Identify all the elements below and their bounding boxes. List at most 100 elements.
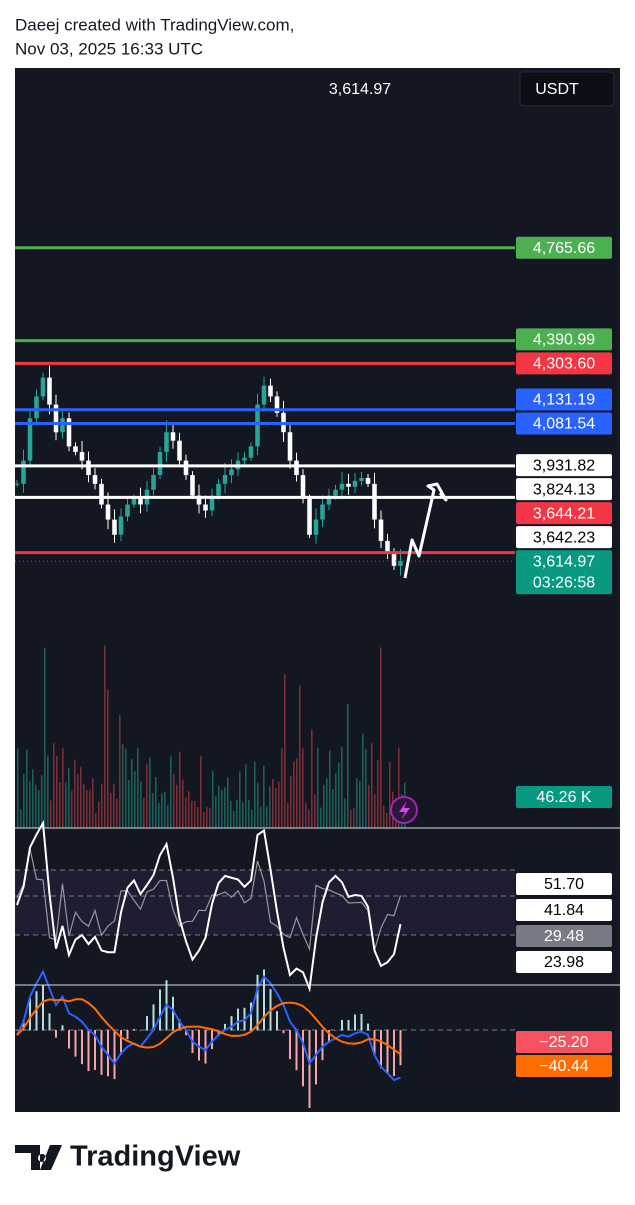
candle-body [352, 480, 358, 487]
volume-bar [221, 790, 223, 828]
currency-button[interactable] [519, 71, 615, 107]
candle-body [40, 377, 46, 397]
level-label: 3,644.21 [533, 505, 595, 522]
level-label-bg [516, 454, 612, 477]
volume-bar [65, 782, 67, 828]
volume-bar [137, 747, 139, 828]
volume-bar [386, 812, 388, 828]
macd-hist [321, 1030, 324, 1061]
macd-hist [16, 1030, 18, 1031]
candle-body [14, 483, 20, 485]
volume-bar [182, 779, 184, 828]
volume-bar [53, 743, 55, 828]
rsi-label-bg [516, 925, 612, 947]
volume-bar [203, 811, 205, 828]
volume-bar [173, 774, 175, 828]
volume-bar [338, 762, 340, 828]
candle-body [300, 475, 306, 499]
volume-bar [44, 647, 46, 828]
volume-bar [110, 793, 112, 828]
volume-bar [23, 773, 25, 828]
volume-bar [287, 803, 289, 828]
candle-body [177, 440, 182, 461]
candle-body [112, 519, 117, 535]
candle-body [151, 475, 156, 490]
macd-label-bg [516, 1055, 612, 1077]
macd-hist [282, 1030, 285, 1034]
rsi-label-bg [516, 951, 612, 973]
macd-hist [152, 1004, 155, 1031]
volume-bar [56, 755, 58, 828]
volume-bar [74, 759, 76, 828]
volume-bar [332, 788, 334, 828]
volume-bar [362, 733, 364, 828]
volume-bar [113, 783, 115, 828]
volume-bar [269, 786, 271, 828]
candle-body [294, 460, 299, 476]
volume-bar [242, 802, 244, 828]
candle-body [313, 519, 319, 535]
volume-bar [278, 781, 280, 828]
level-label-bg [516, 236, 612, 259]
level-label-bg [516, 412, 612, 435]
macd-hist [237, 1008, 239, 1031]
volume-bar [152, 793, 154, 828]
level-label: 3,931.82 [533, 457, 595, 474]
volume-bar [320, 807, 322, 828]
volume-bar [296, 758, 298, 828]
macd-hist [172, 996, 174, 1031]
volume-bar [299, 685, 301, 828]
candle-body [47, 377, 52, 405]
level-label: 4,765.66 [533, 240, 595, 257]
macd-hist [22, 1020, 25, 1031]
volume-bar [374, 794, 376, 828]
volume-bar [359, 781, 361, 828]
volume-bar [254, 761, 256, 828]
candle-body [222, 475, 228, 484]
macd-hist [276, 1011, 278, 1031]
macd-hist [87, 1030, 90, 1072]
macd-hist [185, 1030, 187, 1036]
candle-body [339, 483, 345, 490]
candle-body [274, 396, 280, 413]
candle-body [79, 452, 85, 461]
macd-hist [68, 1030, 70, 1049]
candle-body [372, 483, 377, 520]
candle-body [105, 504, 111, 520]
brand: TradingView [70, 1141, 241, 1173]
macd-hist [204, 1030, 207, 1064]
macd-hist [146, 1016, 148, 1031]
candle-body [398, 561, 403, 566]
macd-hist [315, 1030, 317, 1085]
macd-hist [55, 1030, 57, 1038]
volume-bar [350, 809, 352, 828]
volume-bar [119, 715, 121, 828]
rsi-raw [16, 848, 402, 952]
macd-hist [159, 989, 161, 1031]
volume-bar [398, 747, 400, 828]
volume-bar [356, 778, 358, 828]
candle-body [92, 475, 98, 484]
level-label: 4,390.99 [533, 332, 595, 349]
candle-body [385, 540, 390, 554]
volume-bar [257, 782, 259, 828]
candle-body [268, 385, 273, 397]
volume-bar [245, 764, 247, 828]
header-price: 3,614.97 [329, 81, 391, 98]
rsi-label: 29.48 [544, 928, 584, 945]
candle-body [216, 483, 221, 496]
volume-bar [314, 794, 316, 828]
volume-bar [260, 806, 262, 828]
candle-body [21, 460, 26, 484]
volume-bar [353, 807, 355, 828]
currency-label[interactable]: USDT [535, 81, 579, 98]
volume-bar [71, 790, 73, 828]
macd-hist [302, 1030, 304, 1087]
volume-bar [308, 809, 310, 828]
volume-bar [365, 748, 367, 828]
volume-bar [149, 757, 151, 828]
volume-bar [293, 761, 295, 828]
candle-body [307, 498, 312, 535]
volume-bar [371, 743, 373, 828]
